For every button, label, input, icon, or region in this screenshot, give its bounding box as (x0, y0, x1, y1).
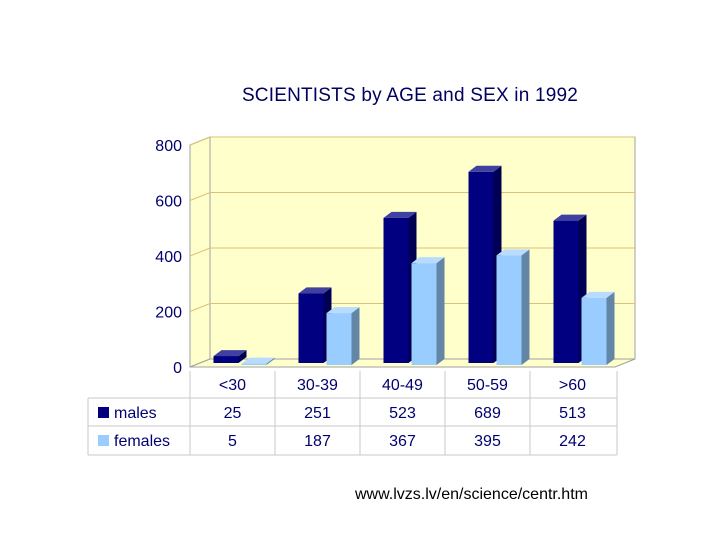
bar (241, 357, 275, 365)
bar-front (298, 293, 324, 363)
bar-front (581, 297, 607, 365)
y-tick-label: 200 (155, 305, 182, 322)
y-axis: 0 200 400 600 800 (155, 138, 182, 377)
x-tick-label: 30-39 (297, 377, 338, 394)
bar (581, 291, 615, 365)
bar-top (468, 165, 502, 172)
bar (213, 350, 247, 363)
bar-side (266, 357, 275, 365)
bar-top (298, 287, 332, 294)
legend-swatch (98, 435, 109, 446)
gridline (189, 136, 635, 146)
x-tick-label: 50-59 (467, 377, 508, 394)
y-tick-label: 600 (155, 194, 182, 211)
data-label: 25 (224, 405, 242, 422)
data-label: 242 (559, 433, 586, 450)
bar (298, 287, 332, 363)
bars (213, 165, 615, 365)
bar-front (468, 171, 494, 363)
bar (326, 307, 360, 365)
bar-side (436, 257, 445, 365)
data-table: <30 30-39 40-49 50-59 >60 males 25 251 523 689 513… (87, 371, 618, 456)
bar-side (606, 291, 615, 365)
bar-top (496, 249, 530, 256)
data-label: 689 (474, 405, 501, 422)
data-label: 251 (304, 405, 331, 422)
bar-front (553, 220, 579, 363)
x-tick-label: <30 (219, 377, 246, 394)
bar-side (521, 249, 530, 365)
legend-label: males (114, 405, 157, 422)
bar-front (213, 356, 239, 363)
x-tick-label: 40-49 (382, 377, 423, 394)
bar-top (326, 307, 360, 314)
y-tick-label: 800 (155, 138, 182, 155)
bar (411, 257, 445, 365)
bar-top (581, 291, 615, 298)
source-note: www.lvzs.lv/en/science/centr.htm (355, 486, 588, 503)
legend-label: females (114, 433, 170, 450)
data-label: 187 (304, 433, 331, 450)
bar (496, 249, 530, 365)
bar-top (553, 214, 587, 221)
bar-top (241, 357, 275, 364)
bar-top (213, 350, 247, 357)
bar-top (383, 211, 417, 218)
y-tick-label: 400 (155, 249, 182, 266)
bar-side (238, 350, 247, 363)
y-tick-label: 0 (173, 360, 182, 377)
data-label: 513 (559, 405, 586, 422)
data-label: 5 (228, 433, 237, 450)
bar-front (411, 263, 437, 365)
bar-front (383, 217, 409, 363)
bar-top (411, 257, 445, 264)
bar-front (241, 363, 267, 365)
bar-front (496, 255, 522, 365)
data-label: 395 (474, 433, 501, 450)
bar-front (326, 313, 352, 365)
chart-title: SCIENTISTS by AGE and SEX in 1992 (241, 85, 579, 106)
data-label: 367 (389, 433, 416, 450)
data-label: 523 (389, 405, 416, 422)
legend-swatch (98, 407, 109, 418)
x-tick-label: >60 (559, 377, 586, 394)
bar-side (351, 307, 360, 365)
